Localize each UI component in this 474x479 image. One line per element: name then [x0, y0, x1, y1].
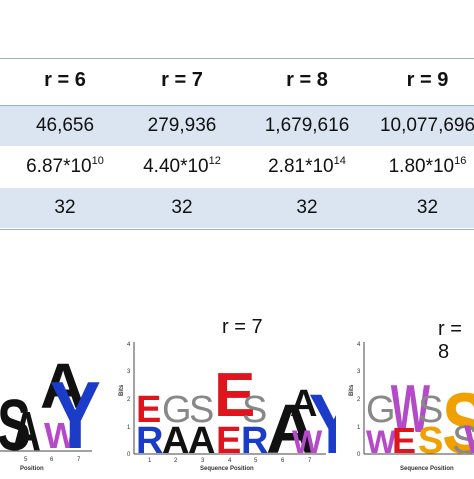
logo-x-tick: 1 — [148, 458, 152, 464]
logo-letter-y: Y — [50, 362, 100, 469]
logo-y-tick: 1 — [357, 425, 361, 431]
sequence-logo-middle: Bits 0 1 2 3 4 E R G A S A E E S R A A W… — [116, 336, 359, 474]
logo-letter-w: W — [464, 418, 474, 462]
table-cell: 32 — [54, 197, 76, 218]
table-cell: 1,679,616 — [264, 115, 350, 136]
logo-letter-s: S — [242, 389, 267, 431]
logo-letter-g: G — [162, 389, 192, 431]
logo-x-label: Position — [20, 466, 44, 472]
table-cell: 279,936 — [147, 115, 217, 136]
logo-y-tick: 0 — [357, 452, 361, 458]
table-cell: 46,656 — [35, 115, 95, 136]
logo-x-tick: 2 — [174, 458, 178, 464]
logo-letter-r: R — [136, 420, 163, 462]
table-header-row: r = 6 r = 7 r = 8 r = 9 — [0, 60, 474, 100]
logo-x-label: Sequence Position — [200, 466, 254, 472]
logo-letter-w: W — [44, 415, 78, 456]
logo-y-tick: 2 — [357, 397, 361, 403]
logo-letter-w: W — [292, 424, 323, 460]
logo-letter-w: W — [391, 371, 430, 447]
logo-left-svg: S A A W Y 5 6 7 Position — [0, 350, 101, 472]
logo-letter-a: A — [290, 383, 317, 425]
logo-x-tick: 4 — [228, 458, 232, 464]
logo-letter-e: E — [214, 361, 255, 430]
logo-letter-a: A — [188, 420, 215, 462]
table-cell: 10,077,696 — [379, 115, 474, 136]
logo-letter-y: Y — [309, 377, 336, 471]
logo-x-tick: 6 — [281, 458, 285, 464]
logo-y-tick: 0 — [127, 452, 131, 458]
logo-x-tick: 5 — [254, 458, 258, 464]
logo-letter-s: S — [418, 389, 443, 431]
table-row: 32 32 32 32 — [0, 188, 474, 228]
table-header-rule — [0, 105, 474, 106]
logo-letter-s: S — [418, 420, 443, 462]
logo-letter-s: S — [442, 376, 474, 472]
logo-x-tick: 6 — [50, 457, 54, 463]
table-cell: 2.81*1014 — [268, 155, 346, 178]
logo-x-tick: 5 — [24, 457, 28, 463]
logo-letter-e: E — [216, 420, 241, 462]
logo-x-tick: 7 — [308, 458, 312, 464]
table-top-rule — [0, 58, 474, 59]
table-bottom-rule — [0, 229, 474, 230]
logo-y-tick: 3 — [357, 369, 361, 375]
logo-letter-s: S — [189, 389, 214, 431]
logo-y-label: Bits — [119, 384, 125, 396]
table-cell: 32 — [296, 197, 318, 218]
logo-y-label: Bits — [349, 384, 355, 396]
logo-x-label: Sequence Position — [400, 466, 454, 472]
logo-middle-svg: Bits 0 1 2 3 4 E R G A S A E E S R A A W… — [119, 342, 359, 472]
table-cell: 4.40*1012 — [143, 155, 221, 178]
header-r8: r = 8 — [286, 69, 328, 91]
table-cell: 32 — [171, 197, 193, 218]
logo-letter-r: R — [241, 420, 268, 462]
header-r9: r = 9 — [406, 69, 449, 91]
logo-letter-a: A — [40, 350, 86, 422]
logo-letter-a: A — [266, 390, 317, 468]
logo-x-tick: 7 — [77, 457, 81, 463]
logo-y-tick: 2 — [127, 397, 131, 403]
logo-x-tick: 3 — [201, 458, 205, 464]
sequence-logo-left: S A A W Y 5 6 7 Position — [0, 330, 101, 474]
logo-y-tick: 1 — [127, 425, 131, 431]
table-cell: 6.87*1010 — [26, 155, 104, 178]
logo-letter-s: S — [0, 386, 31, 466]
table-cell: 1.80*1016 — [388, 155, 467, 178]
table-row: 46,656 279,936 1,679,616 10,077,696 — [0, 106, 474, 146]
header-r6: r = 6 — [44, 69, 86, 91]
logo-right-title: r = 8 — [438, 318, 462, 363]
logo-letter-a: A — [12, 401, 41, 463]
sequence-logo-right: Bits 0 1 2 3 4 G W W E S S S S W Sequenc… — [346, 336, 474, 474]
logo-letter-e: E — [392, 420, 416, 461]
logo-letter-a: A — [162, 420, 189, 462]
logo-right-svg: Bits 0 1 2 3 4 G W W E S S S S W Sequenc… — [349, 342, 474, 472]
logo-middle-title: r = 7 — [222, 316, 263, 338]
logo-letter-e: E — [136, 389, 161, 431]
logo-letter-g: G — [366, 389, 396, 431]
header-r7: r = 7 — [161, 69, 203, 91]
logo-letter-s: S — [452, 418, 474, 462]
table-row: 6.87*1010 4.40*1012 2.81*1014 1.80*1016 — [0, 147, 474, 187]
table-cell: 32 — [416, 197, 439, 218]
logo-y-tick: 4 — [127, 342, 131, 348]
logo-y-tick: 4 — [357, 342, 361, 348]
logo-y-tick: 3 — [127, 369, 131, 375]
logo-letter-w: W — [366, 424, 397, 460]
